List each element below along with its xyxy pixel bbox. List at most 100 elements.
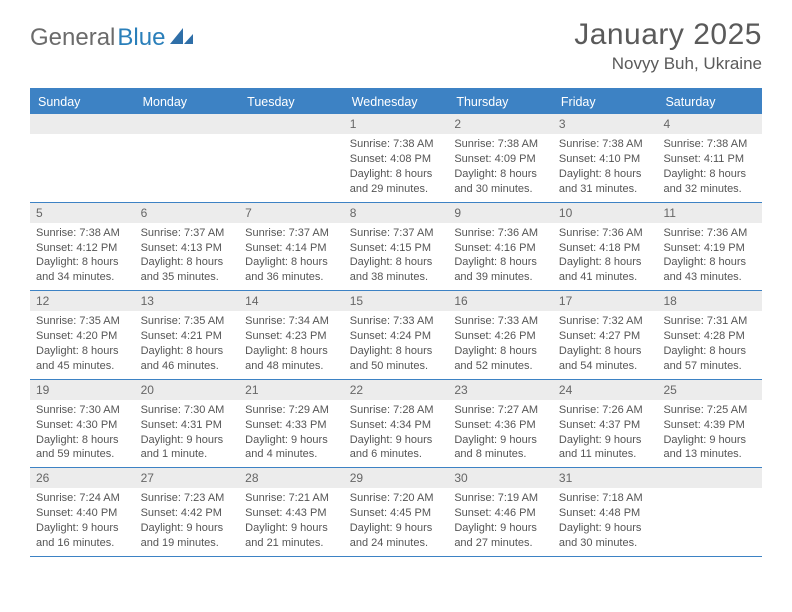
location-text: Novyy Buh, Ukraine	[574, 54, 762, 74]
day-body: Sunrise: 7:23 AMSunset: 4:42 PMDaylight:…	[135, 488, 240, 555]
day-number: 12	[30, 291, 135, 311]
day-number: 21	[239, 380, 344, 400]
sunset-text: Sunset: 4:40 PM	[36, 506, 129, 521]
daylight-text: Daylight: 8 hours and 30 minutes.	[454, 167, 547, 197]
sunset-text: Sunset: 4:15 PM	[350, 241, 443, 256]
day-body	[135, 134, 240, 194]
day-number: 30	[448, 468, 553, 488]
daylight-text: Daylight: 8 hours and 35 minutes.	[141, 255, 234, 285]
day-body: Sunrise: 7:37 AMSunset: 4:15 PMDaylight:…	[344, 223, 449, 290]
day-body	[30, 134, 135, 194]
day-number: 1	[344, 114, 449, 134]
day-number: 26	[30, 468, 135, 488]
sunset-text: Sunset: 4:13 PM	[141, 241, 234, 256]
sunrise-text: Sunrise: 7:19 AM	[454, 491, 547, 506]
daylight-text: Daylight: 8 hours and 54 minutes.	[559, 344, 652, 374]
daylight-text: Daylight: 8 hours and 48 minutes.	[245, 344, 338, 374]
sunset-text: Sunset: 4:10 PM	[559, 152, 652, 167]
day-cell: 25Sunrise: 7:25 AMSunset: 4:39 PMDayligh…	[657, 380, 762, 468]
day-number: 6	[135, 203, 240, 223]
sunset-text: Sunset: 4:45 PM	[350, 506, 443, 521]
day-cell: 6 Sunrise: 7:37 AMSunset: 4:13 PMDaylight…	[135, 203, 240, 291]
daylight-text: Daylight: 8 hours and 31 minutes.	[559, 167, 652, 197]
day-number: 2	[448, 114, 553, 134]
day-body: Sunrise: 7:31 AMSunset: 4:28 PMDaylight:…	[657, 311, 762, 378]
daylight-text: Daylight: 8 hours and 39 minutes.	[454, 255, 547, 285]
sunrise-text: Sunrise: 7:37 AM	[245, 226, 338, 241]
sunrise-text: Sunrise: 7:27 AM	[454, 403, 547, 418]
sunset-text: Sunset: 4:42 PM	[141, 506, 234, 521]
daylight-text: Daylight: 9 hours and 24 minutes.	[350, 521, 443, 551]
daylight-text: Daylight: 8 hours and 29 minutes.	[350, 167, 443, 197]
weekday-header: Friday	[553, 90, 658, 114]
sunset-text: Sunset: 4:43 PM	[245, 506, 338, 521]
day-cell: 7Sunrise: 7:37 AMSunset: 4:14 PMDaylight…	[239, 203, 344, 291]
daylight-text: Daylight: 9 hours and 8 minutes.	[454, 433, 547, 463]
sunset-text: Sunset: 4:14 PM	[245, 241, 338, 256]
sunrise-text: Sunrise: 7:35 AM	[36, 314, 129, 329]
weekday-header: Wednesday	[344, 90, 449, 114]
sunset-text: Sunset: 4:19 PM	[663, 241, 756, 256]
sunrise-text: Sunrise: 7:34 AM	[245, 314, 338, 329]
day-number: 4	[657, 114, 762, 134]
sunset-text: Sunset: 4:23 PM	[245, 329, 338, 344]
sunrise-text: Sunrise: 7:38 AM	[559, 137, 652, 152]
day-number: 19	[30, 380, 135, 400]
sunrise-text: Sunrise: 7:23 AM	[141, 491, 234, 506]
day-cell: 10Sunrise: 7:36 AMSunset: 4:18 PMDayligh…	[553, 203, 658, 291]
day-cell: 15Sunrise: 7:33 AMSunset: 4:24 PMDayligh…	[344, 291, 449, 379]
day-body: Sunrise: 7:33 AMSunset: 4:24 PMDaylight:…	[344, 311, 449, 378]
day-number: 15	[344, 291, 449, 311]
sunset-text: Sunset: 4:12 PM	[36, 241, 129, 256]
sunrise-text: Sunrise: 7:32 AM	[559, 314, 652, 329]
weeks-container: 1Sunrise: 7:38 AMSunset: 4:08 PMDaylight…	[30, 114, 762, 557]
sunset-text: Sunset: 4:33 PM	[245, 418, 338, 433]
sunrise-text: Sunrise: 7:38 AM	[350, 137, 443, 152]
day-cell-empty	[30, 114, 135, 202]
daylight-text: Daylight: 9 hours and 27 minutes.	[454, 521, 547, 551]
day-number: 31	[553, 468, 658, 488]
sunrise-text: Sunrise: 7:37 AM	[141, 226, 234, 241]
week-row: 26Sunrise: 7:24 AMSunset: 4:40 PMDayligh…	[30, 468, 762, 557]
daylight-text: Daylight: 9 hours and 4 minutes.	[245, 433, 338, 463]
day-body: Sunrise: 7:19 AMSunset: 4:46 PMDaylight:…	[448, 488, 553, 555]
sunset-text: Sunset: 4:28 PM	[663, 329, 756, 344]
day-body: Sunrise: 7:37 AMSunset: 4:14 PMDaylight:…	[239, 223, 344, 290]
day-body	[657, 488, 762, 548]
day-cell: 22Sunrise: 7:28 AMSunset: 4:34 PMDayligh…	[344, 380, 449, 468]
sunrise-text: Sunrise: 7:38 AM	[663, 137, 756, 152]
sunset-text: Sunset: 4:11 PM	[663, 152, 756, 167]
day-body: Sunrise: 7:38 AMSunset: 4:10 PMDaylight:…	[553, 134, 658, 201]
sunset-text: Sunset: 4:16 PM	[454, 241, 547, 256]
day-body: Sunrise: 7:27 AMSunset: 4:36 PMDaylight:…	[448, 400, 553, 467]
day-body: Sunrise: 7:34 AMSunset: 4:23 PMDaylight:…	[239, 311, 344, 378]
day-body: Sunrise: 7:36 AMSunset: 4:18 PMDaylight:…	[553, 223, 658, 290]
day-cell: 16Sunrise: 7:33 AMSunset: 4:26 PMDayligh…	[448, 291, 553, 379]
day-number: 18	[657, 291, 762, 311]
sunrise-text: Sunrise: 7:28 AM	[350, 403, 443, 418]
daylight-text: Daylight: 9 hours and 6 minutes.	[350, 433, 443, 463]
week-row: 19Sunrise: 7:30 AMSunset: 4:30 PMDayligh…	[30, 380, 762, 469]
day-cell: 30Sunrise: 7:19 AMSunset: 4:46 PMDayligh…	[448, 468, 553, 556]
day-number: 22	[344, 380, 449, 400]
daylight-text: Daylight: 8 hours and 46 minutes.	[141, 344, 234, 374]
day-body: Sunrise: 7:18 AMSunset: 4:48 PMDaylight:…	[553, 488, 658, 555]
day-number	[30, 114, 135, 134]
day-body: Sunrise: 7:30 AMSunset: 4:31 PMDaylight:…	[135, 400, 240, 467]
day-number: 16	[448, 291, 553, 311]
month-title: January 2025	[574, 18, 762, 52]
day-number: 10	[553, 203, 658, 223]
week-row: 12Sunrise: 7:35 AMSunset: 4:20 PMDayligh…	[30, 291, 762, 380]
sunset-text: Sunset: 4:48 PM	[559, 506, 652, 521]
weekday-header: Saturday	[657, 90, 762, 114]
sunrise-text: Sunrise: 7:37 AM	[350, 226, 443, 241]
daylight-text: Daylight: 9 hours and 13 minutes.	[663, 433, 756, 463]
daylight-text: Daylight: 8 hours and 59 minutes.	[36, 433, 129, 463]
sunset-text: Sunset: 4:34 PM	[350, 418, 443, 433]
weekday-header: Tuesday	[239, 90, 344, 114]
day-body: Sunrise: 7:35 AMSunset: 4:20 PMDaylight:…	[30, 311, 135, 378]
header: General Blue January 2025 Novyy Buh, Ukr…	[0, 0, 792, 82]
day-cell-empty	[657, 468, 762, 556]
sunrise-text: Sunrise: 7:38 AM	[36, 226, 129, 241]
day-body: Sunrise: 7:28 AMSunset: 4:34 PMDaylight:…	[344, 400, 449, 467]
